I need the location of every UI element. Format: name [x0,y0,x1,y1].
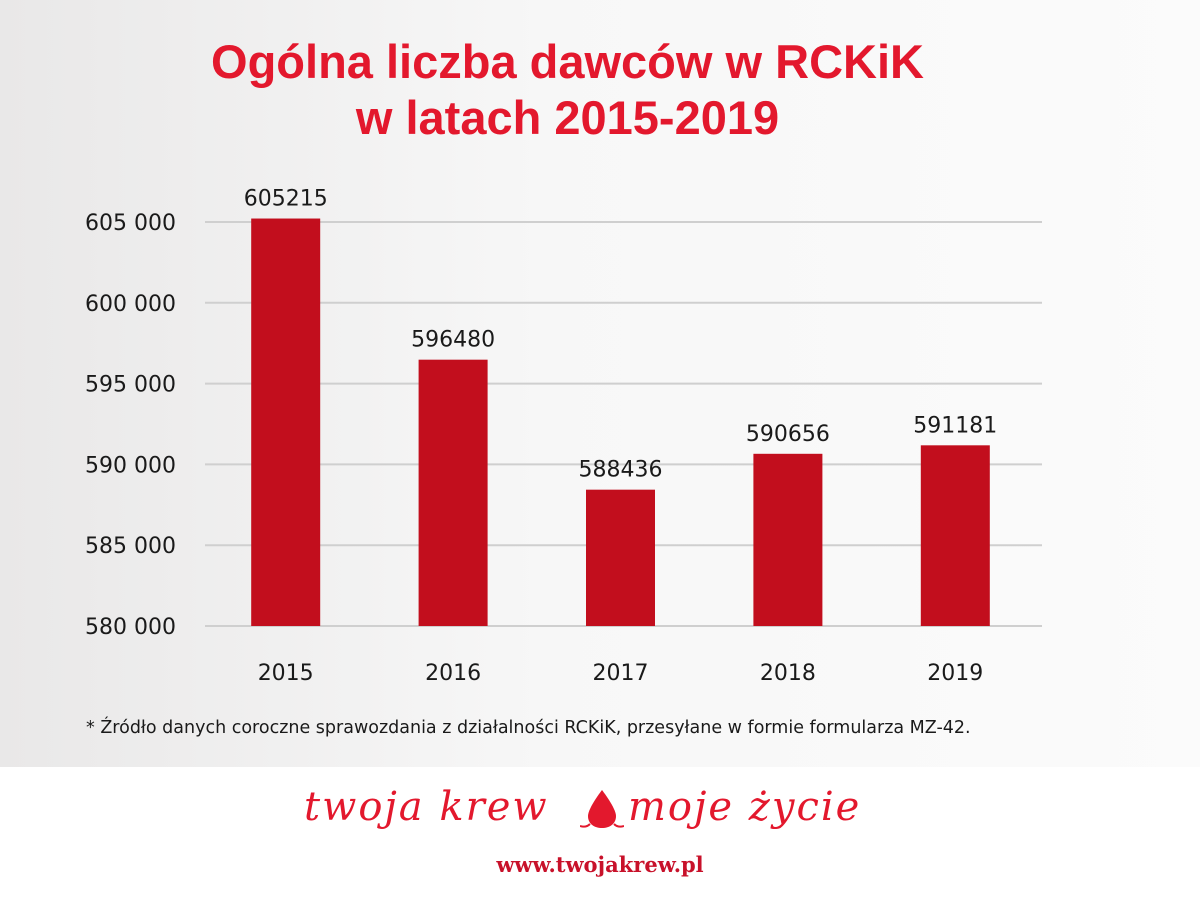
blood-drop-icon [580,790,624,828]
bars [251,218,990,626]
bar-2019 [920,445,990,626]
y-axis-ticks: 605 000 600 000 595 000 590 000 585 000 580 0… [85,211,176,640]
x-tick-label-2016: 2016 [425,661,481,686]
bar-chart: 605 000 600 000 595 000 590 000 585 000 580 0… [85,187,1042,686]
y-tick-label: 585 000 [85,534,176,559]
bar-2015 [251,218,321,626]
y-tick-label: 605 000 [85,211,176,236]
data-label-2015: 605215 [244,187,328,212]
logo-text-right: moje życie [628,784,862,830]
twojakrew-logo: twoja krew moje życie [300,784,900,834]
data-label-2016: 596480 [411,328,495,353]
chart-panel: Ogólna liczba dawców w RCKiK w latach 20… [0,0,1200,767]
x-tick-label-2017: 2017 [593,661,649,686]
chart-title-line-2: w latach 2015-2019 [355,91,780,144]
y-tick-label: 580 000 [85,615,176,640]
data-label-2018: 590656 [746,422,830,447]
chart-title: Ogólna liczba dawców w RCKiK w latach 20… [0,34,1135,146]
data-labels: 605215 596480 588436 590656 591181 [244,187,998,483]
y-tick-label: 600 000 [85,292,176,317]
x-tick-label-2015: 2015 [258,661,314,686]
logo-text-left: twoja krew [304,784,549,830]
x-tick-label-2019: 2019 [927,661,983,686]
bar-2017 [586,489,655,626]
bar-2016 [418,359,488,626]
y-tick-label: 590 000 [85,453,176,478]
x-tick-label-2018: 2018 [760,661,816,686]
y-tick-label: 595 000 [85,373,176,398]
data-label-2019: 591181 [913,413,997,438]
bar-2018 [753,453,823,626]
x-axis-ticks: 2015 2016 2017 2018 2019 [258,661,984,686]
chart-title-line-1: Ogólna liczba dawców w RCKiK [211,35,924,88]
source-footnote: * Źródło danych coroczne sprawozdania z … [86,718,971,738]
website-url[interactable]: www.twojakrew.pl [496,852,704,877]
data-label-2017: 588436 [579,458,663,483]
